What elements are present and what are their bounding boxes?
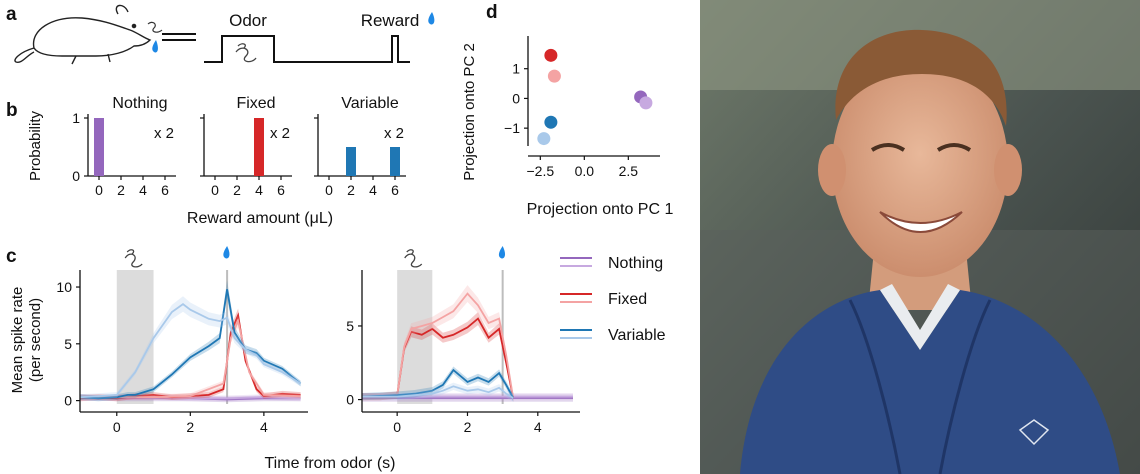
scatter-point [544, 48, 558, 62]
panel-d-ytick-label: 1 [512, 61, 520, 77]
panel-b-ytick-label: 1 [72, 110, 80, 126]
panel-d-xlabel: Projection onto PC 1 [527, 201, 674, 218]
water-drop-icon [498, 246, 506, 259]
panel-b-bar [346, 147, 356, 176]
panel-b-xtick-label: 4 [139, 182, 147, 198]
series-line [362, 385, 514, 399]
water-drop-icon [223, 246, 230, 259]
series-line [79, 302, 302, 399]
water-drop-mouse-icon [152, 40, 158, 53]
portrait-photo [700, 0, 1140, 474]
x-tick-label: 2 [464, 419, 472, 435]
panel-d-scatter: −1 0 1 −2.5 0.0 2.5 [504, 36, 660, 179]
panel-c-left-plot: 0 2 4 0 5 10 [56, 246, 308, 435]
scatter-point [639, 96, 653, 110]
series-line [80, 318, 301, 399]
odor-wisp-icon [124, 249, 143, 268]
mouse-illustration [14, 4, 152, 65]
x-tick-label: 4 [534, 419, 542, 435]
panel-d-xtick-label: −2.5 [526, 163, 554, 179]
scatter-point [537, 132, 551, 146]
panel-b-xtick-label: 6 [277, 182, 285, 198]
panel-b-ylabel: Probability [27, 110, 44, 181]
panel-b-ytick-label: 0 [72, 168, 80, 184]
panel-b-title: Variable [341, 95, 399, 112]
panel-c-legend: Nothing Fixed Variable [560, 255, 666, 344]
y-tick-label: 0 [346, 392, 354, 408]
scatter-point [547, 69, 561, 83]
reward-label: Reward [361, 11, 420, 30]
odor-label: Odor [229, 11, 267, 30]
portrait-illustration [700, 0, 1140, 474]
panel-b-bar [390, 147, 400, 176]
panel-c-letter: c [6, 246, 17, 267]
panel-b-xtick-label: 6 [391, 182, 399, 198]
odor-reward-timeline [204, 35, 410, 63]
panel-d-xtick-label: 2.5 [619, 163, 639, 179]
odor-wisp-icon [235, 43, 257, 63]
panel-c-right-plot: 0 2 4 0 5 [346, 246, 580, 435]
panel-b-xtick-label: 2 [117, 182, 125, 198]
panel-b-xtick-label: 6 [161, 182, 169, 198]
series-error-band [362, 366, 514, 402]
x-tick-label: 4 [260, 419, 268, 435]
panel-c-xlabel: Time from odor (s) [265, 455, 396, 472]
y-tick-label: 0 [64, 393, 72, 409]
panel-c-ylabel-line2: (per second) [27, 298, 44, 382]
series-line [79, 289, 302, 400]
panel-b-title: Nothing [112, 95, 167, 112]
odor-wisp-icon [404, 249, 423, 268]
panel-b-multiplier: x 2 [270, 125, 290, 142]
panel-d-letter: d [486, 2, 498, 23]
panel-b-xtick-label: 0 [325, 182, 333, 198]
panel-d-ytick-label: −1 [504, 120, 520, 136]
series-line [361, 368, 514, 399]
odor-window-shade [397, 270, 433, 404]
y-tick-label: 5 [346, 318, 354, 334]
series-line [362, 292, 515, 399]
panel-a-letter: a [6, 4, 17, 25]
panel-b-xtick-label: 0 [95, 182, 103, 198]
panel-c-ylabel-line1: Mean spike rate [9, 287, 26, 394]
x-tick-label: 0 [113, 419, 121, 435]
panel-b-xtick-label: 2 [233, 182, 241, 198]
panel-b-xtick-label: 4 [255, 182, 263, 198]
scatter-point [544, 115, 558, 129]
panel-b-letter: b [6, 100, 18, 121]
water-drop-icon [428, 12, 435, 25]
panel-b-xtick-label: 0 [211, 182, 219, 198]
odor-window-shade [116, 270, 154, 404]
water-spout [162, 33, 196, 41]
figure-panels: a Odor Reward b Probability 0 2 4 601Nothin… [6, 2, 674, 472]
legend-label: Fixed [608, 291, 647, 308]
panel-b-multiplier: x 2 [154, 125, 174, 142]
panel-d-ylabel: Projection onto PC 2 [461, 43, 478, 181]
panel-b-xlabel: Reward amount (μL) [187, 210, 333, 227]
y-tick-label: 10 [56, 279, 72, 295]
legend-label: Variable [608, 327, 666, 344]
x-tick-label: 0 [393, 419, 401, 435]
panel-d-xtick-label: 0.0 [575, 163, 595, 179]
legend-label: Nothing [608, 255, 663, 272]
panel-d-ytick-label: 0 [512, 90, 520, 106]
y-tick-label: 5 [64, 336, 72, 352]
panel-b-title: Fixed [236, 95, 275, 112]
odor-wisp-small [147, 21, 163, 33]
x-tick-label: 2 [186, 419, 194, 435]
panel-b-xtick-label: 4 [369, 182, 377, 198]
series-error-band [80, 296, 301, 400]
series-error-band [80, 308, 301, 402]
panel-b-xtick-label: 2 [347, 182, 355, 198]
panel-b-bar [254, 118, 264, 176]
panel-b-multiplier: x 2 [384, 125, 404, 142]
panel-b-bar [94, 118, 104, 176]
